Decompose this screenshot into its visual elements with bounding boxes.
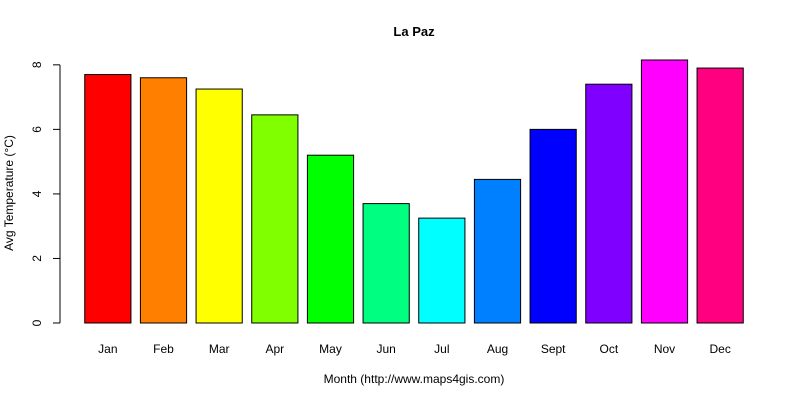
chart-title: La Paz	[393, 24, 435, 39]
x-tick-label: Feb	[153, 342, 174, 356]
y-tick-label: 0	[30, 319, 44, 326]
x-tick-labels: Jan Feb Mar Apr May Jun Jul Aug Sept Oct Nov Dec	[98, 342, 731, 356]
bar-apr	[251, 114, 299, 324]
bar-may	[306, 154, 355, 324]
bar-nov	[640, 59, 689, 324]
bar-dec	[696, 67, 744, 324]
bar-jan	[84, 74, 132, 324]
x-tick-label: Oct	[599, 342, 618, 356]
y-tick-label: 2	[30, 255, 44, 262]
bar-oct	[585, 83, 633, 324]
bar-aug	[473, 178, 522, 324]
y-axis: 0 2 4 6 8	[30, 61, 61, 326]
bar-feb	[139, 77, 188, 324]
y-tick-label: 8	[30, 61, 44, 68]
y-tick-label: 6	[30, 126, 44, 133]
y-axis-label: Avg Temperature (°C)	[2, 135, 16, 251]
x-tick-label: Dec	[709, 342, 730, 356]
x-tick-label: Mar	[209, 342, 230, 356]
bar-jul	[418, 217, 466, 324]
x-tick-label: Jun	[376, 342, 395, 356]
x-tick-label: Jul	[434, 342, 449, 356]
bars-group	[84, 59, 744, 324]
x-tick-label: May	[319, 342, 342, 356]
bar-mar	[195, 88, 243, 324]
bar-jun	[362, 203, 410, 324]
x-tick-label: Apr	[265, 342, 284, 356]
x-tick-label: Jan	[98, 342, 117, 356]
x-tick-label: Nov	[654, 342, 675, 356]
y-tick-label: 4	[30, 190, 44, 197]
x-tick-label: Aug	[487, 342, 508, 356]
bar-sept	[529, 128, 577, 324]
x-axis-label: Month (http://www.maps4gis.com)	[324, 372, 505, 386]
x-tick-label: Sept	[541, 342, 566, 356]
